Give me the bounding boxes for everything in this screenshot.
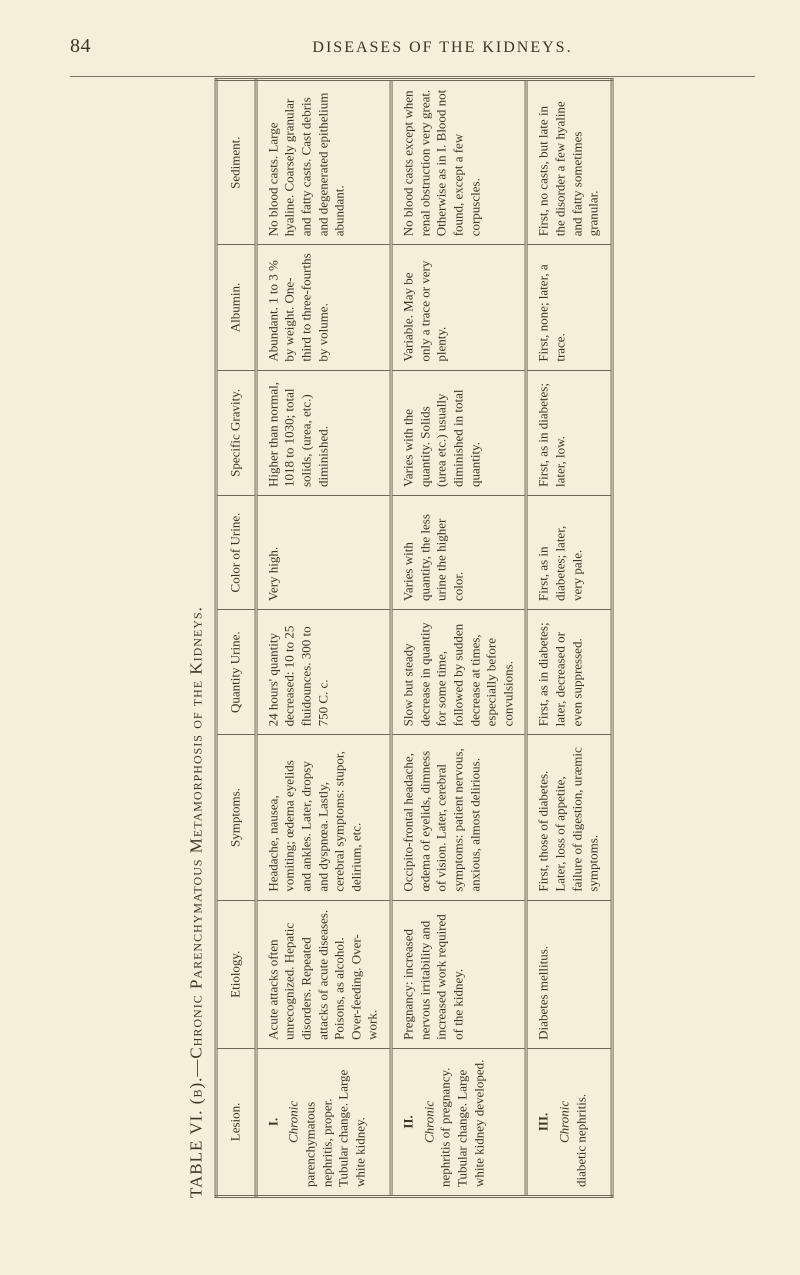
column-header-color: Color of Urine. xyxy=(216,495,256,609)
cell-sediment: No blood casts except when renal obstruc… xyxy=(393,79,527,244)
lesion-roman: III. xyxy=(536,1056,553,1186)
cell-lesion: I.Chronicparenchymatous nephritis, prope… xyxy=(256,1048,391,1196)
lesion-roman: II. xyxy=(401,1056,418,1186)
table-body: I.Chronicparenchymatous nephritis, prope… xyxy=(256,79,612,1196)
cell-sediment: First, no casts, but late in the disorde… xyxy=(528,79,612,244)
page-title: DISEASES OF THE KIDNEYS. xyxy=(130,39,755,57)
lesion-text: nephritis of pregnancy. Tubular change. … xyxy=(438,1056,488,1186)
lesion-name: Chronic xyxy=(421,1056,438,1186)
cell-gravity: First, as in diabetes; later, low. xyxy=(528,370,612,495)
column-header-albumin: Albumin. xyxy=(216,244,256,369)
metamorphosis-table: Lesion.Etiology.Symptoms.Quantity Urine.… xyxy=(215,78,614,1198)
column-header-lesion: Lesion. xyxy=(216,1048,256,1196)
page: 84 DISEASES OF THE KIDNEYS. TABLE VI. (b… xyxy=(0,0,800,1275)
cell-etiology: Acute attacks often unrecognized. Hepati… xyxy=(256,900,391,1048)
cell-sediment: No blood casts. Large hyaline. Coarsely … xyxy=(256,79,391,244)
table-row: I.Chronicparenchymatous nephritis, prope… xyxy=(256,79,391,1196)
cell-lesion: III.Chronicdiabetic nephritis. xyxy=(528,1048,612,1196)
lesion-text: diabetic nephritis. xyxy=(573,1056,590,1186)
cell-etiology: Diabetes mellitus. xyxy=(528,900,612,1048)
table-title: TABLE VI. (b).—Chronic Parenchymatous Me… xyxy=(187,78,207,1198)
cell-lesion: II.Chronicnephritis of pregnancy. Tubula… xyxy=(393,1048,527,1196)
running-header: 84 DISEASES OF THE KIDNEYS. xyxy=(70,35,755,58)
cell-color: First, as in diabetes; later, very pale. xyxy=(528,495,612,609)
cell-albumin: Variable. May be only a trace or very pl… xyxy=(393,244,527,369)
lesion-text: parenchymatous nephritis, proper. Tubula… xyxy=(302,1056,369,1186)
column-header-sediment: Sediment. xyxy=(216,79,256,244)
column-header-etiology: Etiology. xyxy=(216,900,256,1048)
lesion-roman: I. xyxy=(265,1056,282,1186)
cell-gravity: Varies with the quantity. Solids (urea e… xyxy=(393,370,527,495)
table-header-row: Lesion.Etiology.Symptoms.Quantity Urine.… xyxy=(216,79,256,1196)
cell-etiology: Pregnancy: increased nervous irritabilit… xyxy=(393,900,527,1048)
cell-symptoms: Occipito-frontal headache, œdema of eyel… xyxy=(393,734,527,899)
cell-albumin: Abundant. 1 to 3 % by weight. One-third … xyxy=(256,244,391,369)
table-row: III.Chronicdiabetic nephritis.Diabetes m… xyxy=(528,79,612,1196)
column-header-quantity: Quantity Urine. xyxy=(216,609,256,734)
rotated-table-block: TABLE VI. (b).—Chronic Parenchymatous Me… xyxy=(187,78,614,1198)
cell-quantity: 24 hours' quantity decreased: 10 to 25 f… xyxy=(256,609,391,734)
cell-quantity: Slow but steady decrease in quantity for… xyxy=(393,609,527,734)
lesion-name: Chronic xyxy=(286,1056,303,1186)
lesion-name: Chronic xyxy=(557,1056,574,1186)
column-header-gravity: Specific Gravity. xyxy=(216,370,256,495)
table-row: II.Chronicnephritis of pregnancy. Tubula… xyxy=(393,79,527,1196)
header-rule xyxy=(70,76,755,77)
page-number: 84 xyxy=(70,35,130,58)
cell-color: Varies with quantity, the less urine the… xyxy=(393,495,527,609)
cell-color: Very high. xyxy=(256,495,391,609)
cell-symptoms: Headache, nausea, vomiting; œdema eyelid… xyxy=(256,734,391,899)
cell-quantity: First, as in diabetes; later, decreased … xyxy=(528,609,612,734)
cell-gravity: Higher than normal, 1018 to 1030; total … xyxy=(256,370,391,495)
cell-albumin: First, none; later, a trace. xyxy=(528,244,612,369)
column-header-symptoms: Symptoms. xyxy=(216,734,256,899)
cell-symptoms: First, those of diabetes. Later, loss of… xyxy=(528,734,612,899)
